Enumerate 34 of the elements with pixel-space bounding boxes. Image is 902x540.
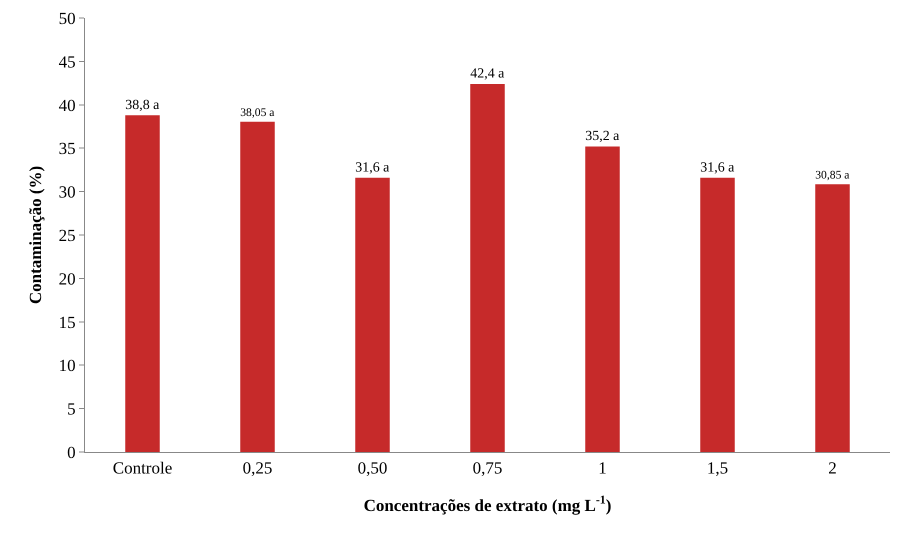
- x-axis-title: Concentrações de extrato (mg L$^{-1}$): [364, 492, 612, 515]
- bar: [125, 115, 160, 452]
- bar: [815, 184, 850, 452]
- x-tick-label: 0,75: [472, 458, 502, 478]
- x-tick-label: 0,25: [242, 458, 272, 478]
- data-label: 31,6 a: [355, 160, 390, 176]
- y-tick-label: 20: [58, 269, 76, 288]
- y-tick-label: 50: [58, 8, 76, 28]
- y-tick-label: 0: [67, 442, 76, 462]
- bar: [700, 178, 735, 452]
- y-tick-label: 15: [58, 312, 76, 332]
- y-tick-label: 30: [58, 182, 76, 202]
- data-label: 38,05 a: [240, 106, 274, 119]
- x-tick-label: 1,5: [706, 458, 728, 478]
- data-label: 30,85 a: [815, 168, 850, 182]
- bar: [355, 178, 390, 452]
- bar: [470, 84, 505, 452]
- bar: [240, 122, 275, 452]
- y-tick-label: 25: [58, 226, 76, 245]
- y-axis-title: Contaminação (%): [26, 166, 46, 304]
- x-tick-label: 2: [828, 458, 837, 478]
- bar: [585, 146, 620, 452]
- data-label: 35,2 a: [585, 129, 620, 144]
- y-tick-label: 35: [58, 139, 76, 158]
- y-tick-label: 40: [58, 96, 76, 115]
- y-tick-label: 10: [58, 356, 76, 376]
- x-tick-label: Controle: [112, 458, 172, 478]
- x-tick-label: 0,50: [358, 458, 388, 478]
- x-tick-label: 1: [598, 458, 607, 478]
- y-tick-label: 5: [67, 400, 76, 419]
- data-label: 31,6 a: [700, 160, 734, 176]
- data-label: 42,4 a: [470, 66, 504, 82]
- data-label: 38,8 a: [125, 98, 160, 113]
- y-tick-label: 45: [58, 52, 76, 72]
